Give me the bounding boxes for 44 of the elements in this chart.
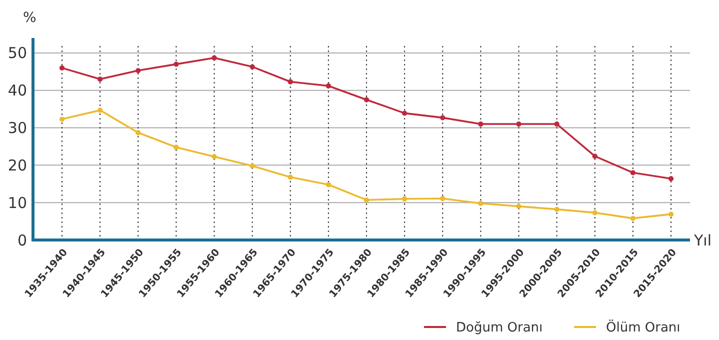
y-tick-label: 10 bbox=[8, 194, 27, 212]
point bbox=[174, 144, 179, 150]
point bbox=[136, 130, 141, 136]
point bbox=[364, 197, 370, 203]
y-tick-label: 0 bbox=[17, 231, 27, 250]
point bbox=[554, 206, 560, 212]
point bbox=[630, 216, 636, 221]
point bbox=[592, 154, 598, 159]
point bbox=[59, 65, 65, 71]
point bbox=[516, 204, 522, 209]
point bbox=[592, 210, 598, 216]
point bbox=[288, 79, 293, 84]
point bbox=[440, 196, 446, 202]
point bbox=[440, 115, 446, 120]
point bbox=[97, 108, 103, 113]
point bbox=[250, 64, 255, 70]
point bbox=[212, 55, 217, 60]
legend-label: Doğum Oranı bbox=[456, 320, 543, 336]
point bbox=[250, 163, 255, 169]
y-tick-label: 40 bbox=[8, 82, 27, 100]
point bbox=[59, 116, 65, 122]
point bbox=[478, 121, 484, 127]
y-axis-title: % bbox=[23, 10, 36, 26]
point bbox=[326, 83, 332, 88]
y-tick-label: 20 bbox=[8, 156, 27, 174]
point bbox=[402, 110, 408, 116]
point bbox=[364, 97, 370, 102]
point bbox=[402, 196, 408, 202]
x-axis-title: Yıl bbox=[693, 231, 712, 250]
y-tick-label: 50 bbox=[8, 44, 27, 62]
point bbox=[326, 182, 332, 188]
point bbox=[668, 176, 674, 182]
point bbox=[668, 212, 674, 217]
legend-label: Ölüm Oranı bbox=[606, 320, 680, 336]
point bbox=[288, 174, 293, 180]
point bbox=[97, 76, 103, 82]
point bbox=[554, 121, 560, 127]
point bbox=[630, 170, 636, 176]
y-tick-label: 30 bbox=[8, 119, 27, 138]
point bbox=[516, 121, 522, 127]
point bbox=[136, 68, 141, 74]
point bbox=[174, 62, 179, 67]
point bbox=[478, 200, 484, 206]
point bbox=[212, 154, 217, 160]
